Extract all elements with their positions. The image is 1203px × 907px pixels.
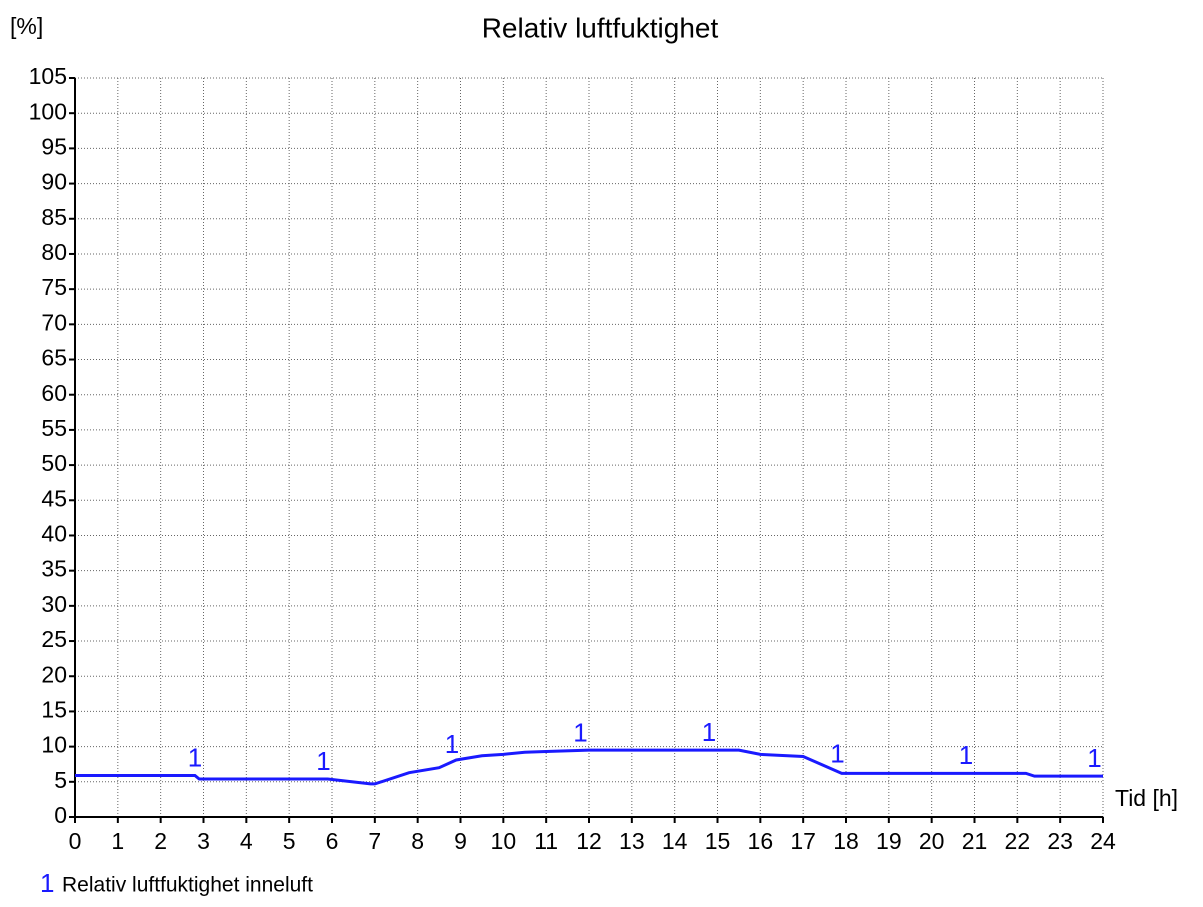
- x-tick-label: 24: [1090, 828, 1116, 854]
- x-tick-label: 17: [790, 828, 816, 854]
- x-tick-label: 23: [1047, 828, 1073, 854]
- legend-label: Relativ luftfuktighet inneluft: [62, 874, 313, 897]
- x-tick-label: 0: [69, 828, 82, 854]
- y-axis-label: [%]: [10, 13, 43, 39]
- x-tick-label: 5: [283, 828, 296, 854]
- y-tick-label: 65: [41, 345, 67, 371]
- x-tick-label: 13: [619, 828, 645, 854]
- y-tick-label: 20: [41, 661, 67, 687]
- x-tick-label: 8: [411, 828, 424, 854]
- y-tick-label: 10: [41, 732, 67, 758]
- y-tick-label: 0: [54, 802, 67, 828]
- curve-label: 1: [1087, 743, 1101, 773]
- y-tick-label: 75: [41, 274, 67, 300]
- x-axis-label: Tid [h]: [1115, 785, 1178, 811]
- x-tick-label: 1: [111, 828, 124, 854]
- x-tick-label: 10: [491, 828, 517, 854]
- x-tick-label: 9: [454, 828, 467, 854]
- curve-label: 1: [702, 717, 716, 747]
- y-tick-label: 40: [41, 521, 67, 547]
- x-tick-label: 12: [576, 828, 602, 854]
- x-tick-label: 11: [534, 828, 558, 854]
- y-tick-label: 100: [29, 98, 67, 124]
- y-tick-label: 70: [41, 309, 67, 335]
- y-tick-label: 35: [41, 556, 67, 582]
- x-tick-label: 16: [748, 828, 774, 854]
- y-tick-label: 5: [54, 767, 67, 793]
- curve-label: 1: [445, 729, 459, 759]
- y-tick-label: 30: [41, 591, 67, 617]
- y-tick-label: 15: [41, 697, 67, 723]
- y-tick-label: 60: [41, 380, 67, 406]
- y-tick-label: 45: [41, 485, 67, 511]
- x-tick-label: 7: [368, 828, 381, 854]
- x-tick-label: 15: [705, 828, 731, 854]
- x-tick-label: 21: [962, 828, 988, 854]
- curve-label: 1: [316, 746, 330, 776]
- y-tick-label: 80: [41, 239, 67, 265]
- x-tick-label: 20: [919, 828, 945, 854]
- y-tick-label: 50: [41, 450, 67, 476]
- curve-label: 1: [959, 740, 973, 770]
- curve-label: 1: [188, 742, 202, 772]
- y-tick-label: 95: [41, 133, 67, 159]
- y-tick-label: 105: [29, 63, 67, 89]
- y-tick-label: 90: [41, 169, 67, 195]
- data-line: [75, 748, 1103, 786]
- x-tick-label: 2: [154, 828, 167, 854]
- y-tick-label: 25: [41, 626, 67, 652]
- y-tick-label: 85: [41, 204, 67, 230]
- legend-marker: 1: [40, 868, 54, 898]
- x-tick-label: 19: [876, 828, 902, 854]
- x-tick-label: 14: [662, 828, 688, 854]
- y-tick-label: 55: [41, 415, 67, 441]
- curve-label: 1: [573, 717, 587, 747]
- x-tick-label: 6: [326, 828, 339, 854]
- x-tick-label: 4: [240, 828, 253, 854]
- x-tick-label: 22: [1005, 828, 1031, 854]
- curve-label: 1: [830, 738, 844, 768]
- x-tick-label: 3: [197, 828, 210, 854]
- chart-title: Relativ luftfuktighet: [482, 12, 719, 43]
- x-tick-label: 18: [833, 828, 859, 854]
